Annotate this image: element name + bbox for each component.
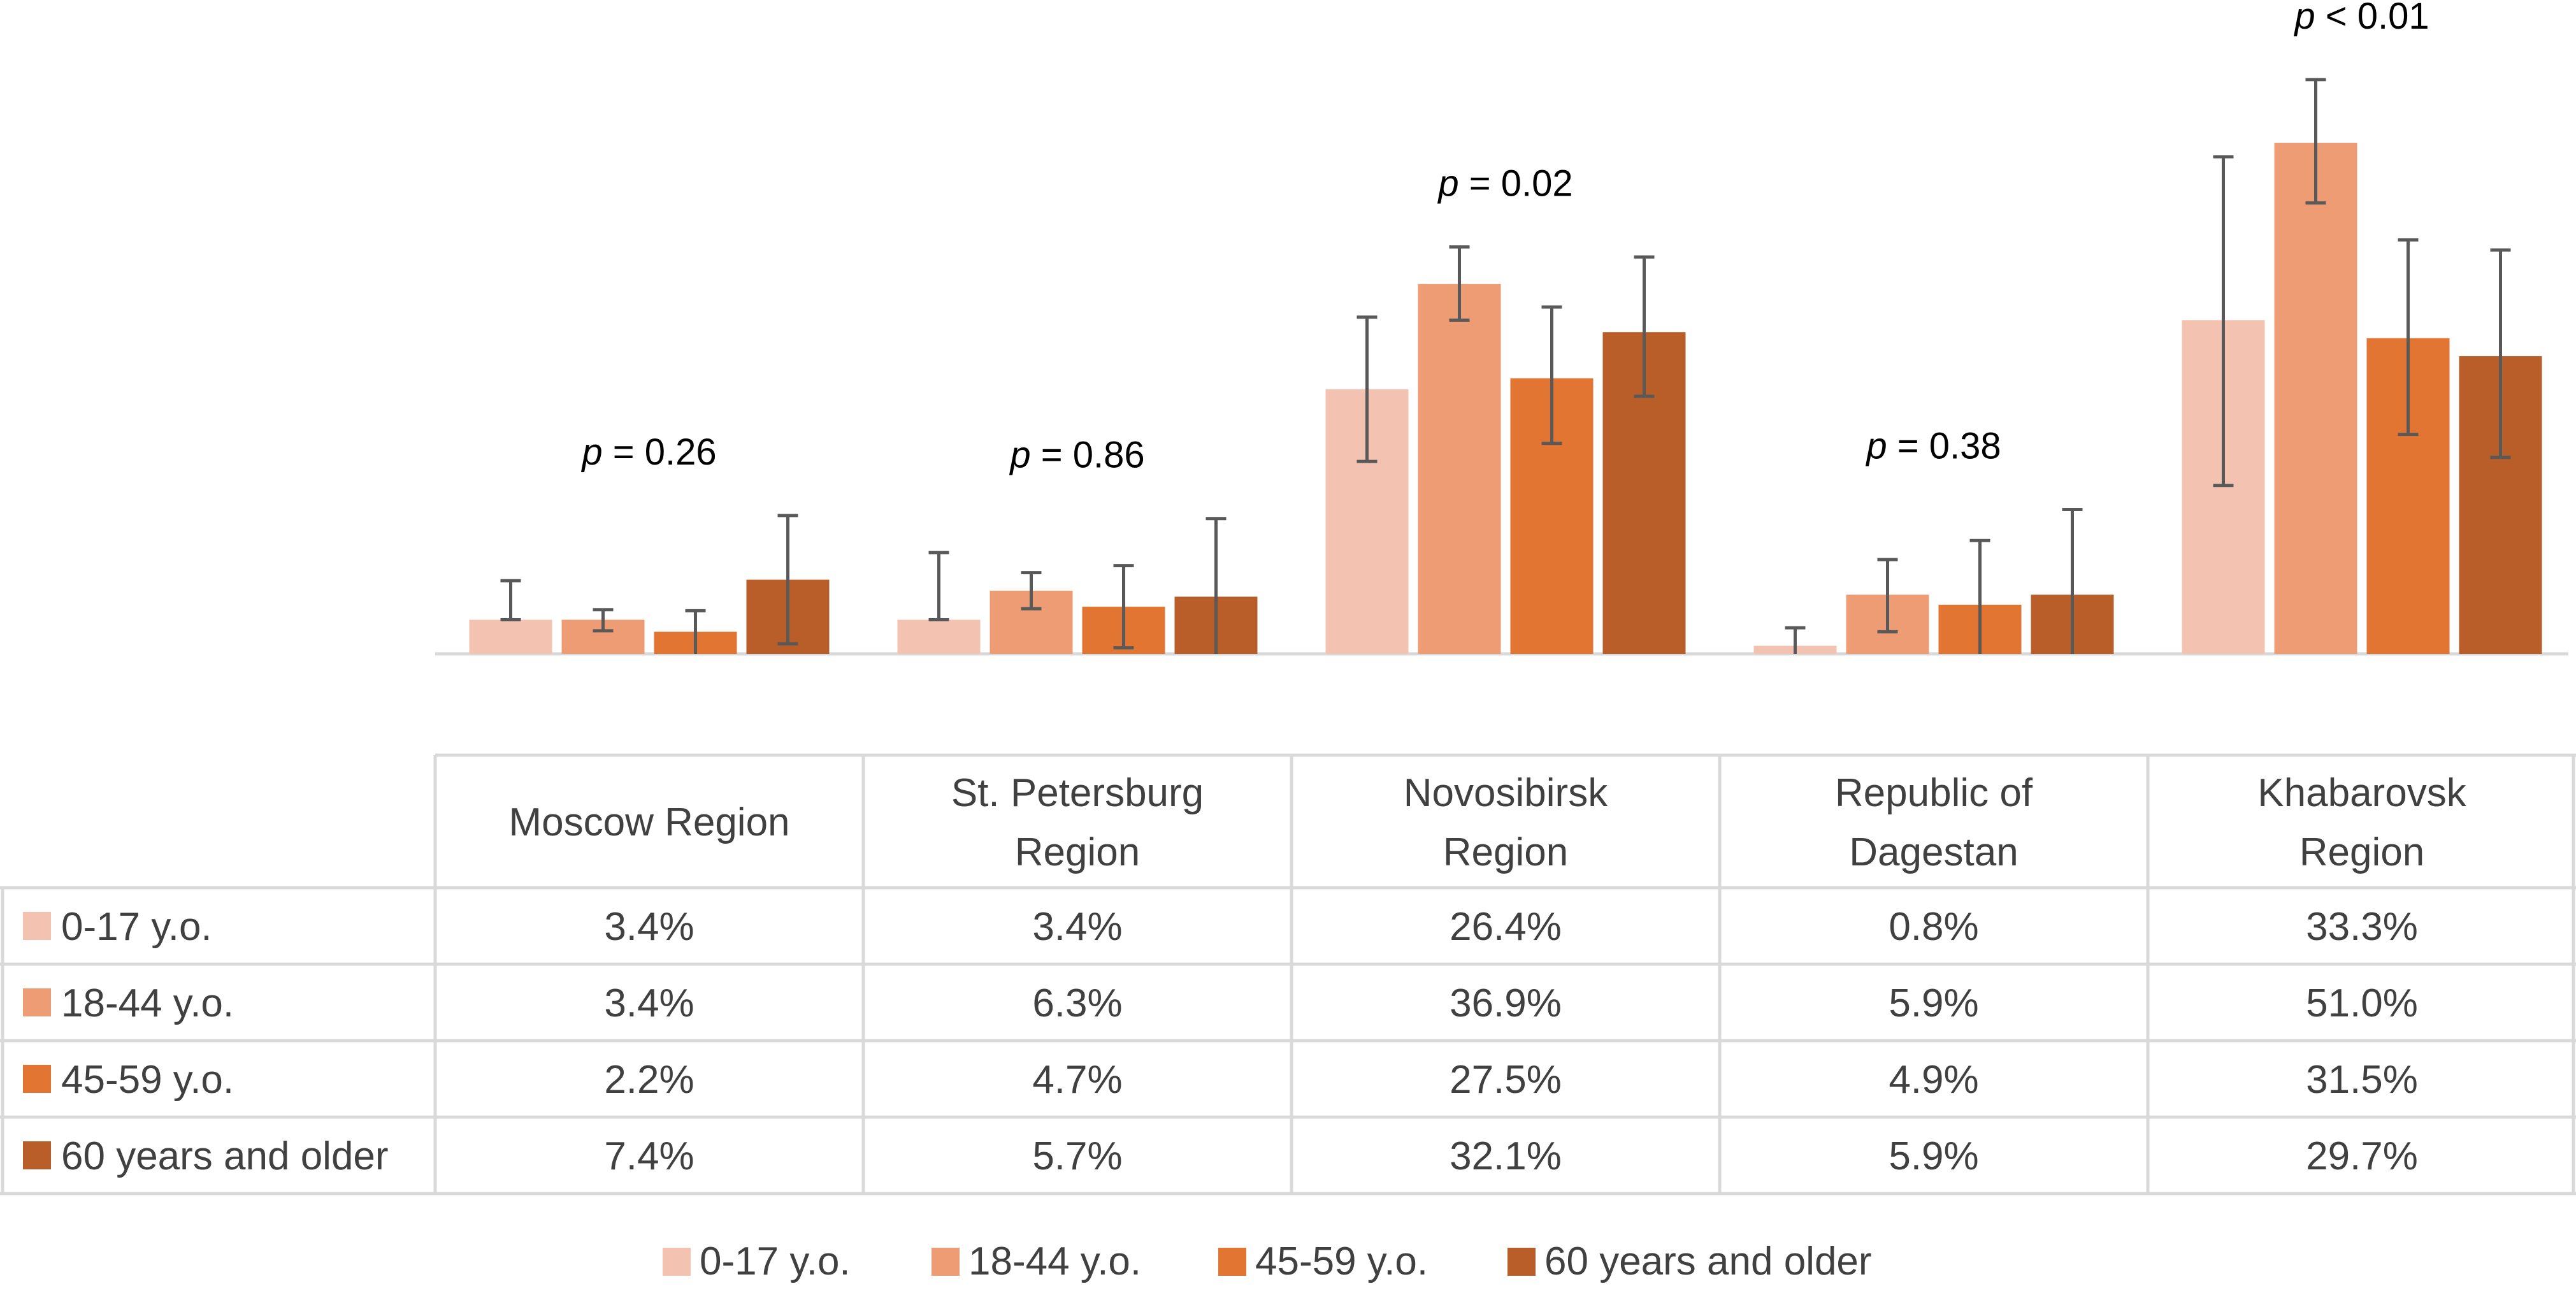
data-label-moscow-region-18-44-y-o: 3.4% [604, 981, 694, 1025]
legend-key-0-17-y-o [663, 1248, 691, 1276]
legend-label-60-years-and-older: 60 years and older [1544, 1239, 1872, 1283]
data-label-khabarovsk-region-18-44-y-o: 51.0% [2306, 981, 2418, 1025]
data-label-novosibirsk-region-45-59-y-o: 27.5% [1450, 1058, 1562, 1102]
data-label-st-petersburg-region-0-17-y-o: 3.4% [1032, 905, 1122, 949]
p-value-moscow-region: p = 0.26 [580, 431, 716, 473]
legend-label-45-59-y-o: 45-59 y.o. [1255, 1239, 1428, 1283]
data-label-republic-of-dagestan-18-44-y-o: 5.9% [1889, 981, 1978, 1025]
data-label-republic-of-dagestan-60-years-and-older: 5.9% [1889, 1134, 1978, 1178]
p-value-st-petersburg-region: p = 0.86 [1009, 435, 1144, 476]
data-label-st-petersburg-region-18-44-y-o: 6.3% [1032, 981, 1122, 1025]
data-label-khabarovsk-region-45-59-y-o: 31.5% [2306, 1058, 2418, 1102]
data-label-khabarovsk-region-60-years-and-older: 29.7% [2306, 1134, 2418, 1178]
table-row-label-18-44-y-o: 18-44 y.o. [61, 981, 234, 1025]
p-value-novosibirsk-region: p = 0.02 [1437, 163, 1572, 205]
table-legend-key-45-59-y-o [23, 1065, 51, 1093]
legend-key-45-59-y-o [1218, 1248, 1246, 1276]
category-label-st-petersburg-region: St. Petersburg Region [951, 771, 1204, 874]
table-legend-key-60-years-and-older [23, 1141, 51, 1169]
bar-st-petersburg-region-0-17-y-o [897, 619, 981, 654]
legend-key-60-years-and-older [1507, 1248, 1536, 1276]
legend-label-18-44-y-o: 18-44 y.o. [968, 1239, 1141, 1283]
table-row-label-0-17-y-o: 0-17 y.o. [61, 905, 212, 949]
data-label-st-petersburg-region-45-59-y-o: 4.7% [1032, 1058, 1122, 1102]
data-label-republic-of-dagestan-45-59-y-o: 4.9% [1889, 1058, 1978, 1102]
data-label-novosibirsk-region-0-17-y-o: 26.4% [1450, 905, 1562, 949]
bar-novosibirsk-region-18-44-y-o [1418, 284, 1501, 654]
data-label-novosibirsk-region-18-44-y-o: 36.9% [1450, 981, 1562, 1025]
data-label-novosibirsk-region-60-years-and-older: 32.1% [1450, 1134, 1562, 1178]
table-legend-key-18-44-y-o [23, 988, 51, 1016]
category-label-khabarovsk-region: Khabarovsk Region [2257, 771, 2466, 874]
data-label-moscow-region-60-years-and-older: 7.4% [604, 1134, 694, 1178]
table-legend-key-0-17-y-o [23, 912, 51, 940]
data-label-moscow-region-45-59-y-o: 2.2% [604, 1058, 694, 1102]
data-label-khabarovsk-region-0-17-y-o: 33.3% [2306, 905, 2418, 949]
legend-key-18-44-y-o [932, 1248, 960, 1276]
p-value-republic-of-dagestan: p = 0.38 [1865, 426, 2001, 467]
category-label-moscow-region: Moscow Region [508, 800, 789, 844]
category-label-novosibirsk-region: Novosibirsk Region [1404, 771, 1608, 874]
table-row-label-45-59-y-o: 45-59 y.o. [61, 1058, 234, 1102]
legend-label-0-17-y-o: 0-17 y.o. [700, 1239, 851, 1283]
bar-khabarovsk-region-18-44-y-o [2274, 143, 2357, 654]
data-label-st-petersburg-region-60-years-and-older: 5.7% [1032, 1134, 1122, 1178]
bar-moscow-region-0-17-y-o [469, 619, 552, 654]
data-label-moscow-region-0-17-y-o: 3.4% [604, 905, 694, 949]
data-label-republic-of-dagestan-0-17-y-o: 0.8% [1889, 905, 1978, 949]
p-value-khabarovsk-region: p < 0.01 [2293, 0, 2429, 37]
table-row-label-60-years-and-older: 60 years and older [61, 1134, 389, 1178]
category-label-republic-of-dagestan: Republic of Dagestan [1835, 771, 2033, 874]
